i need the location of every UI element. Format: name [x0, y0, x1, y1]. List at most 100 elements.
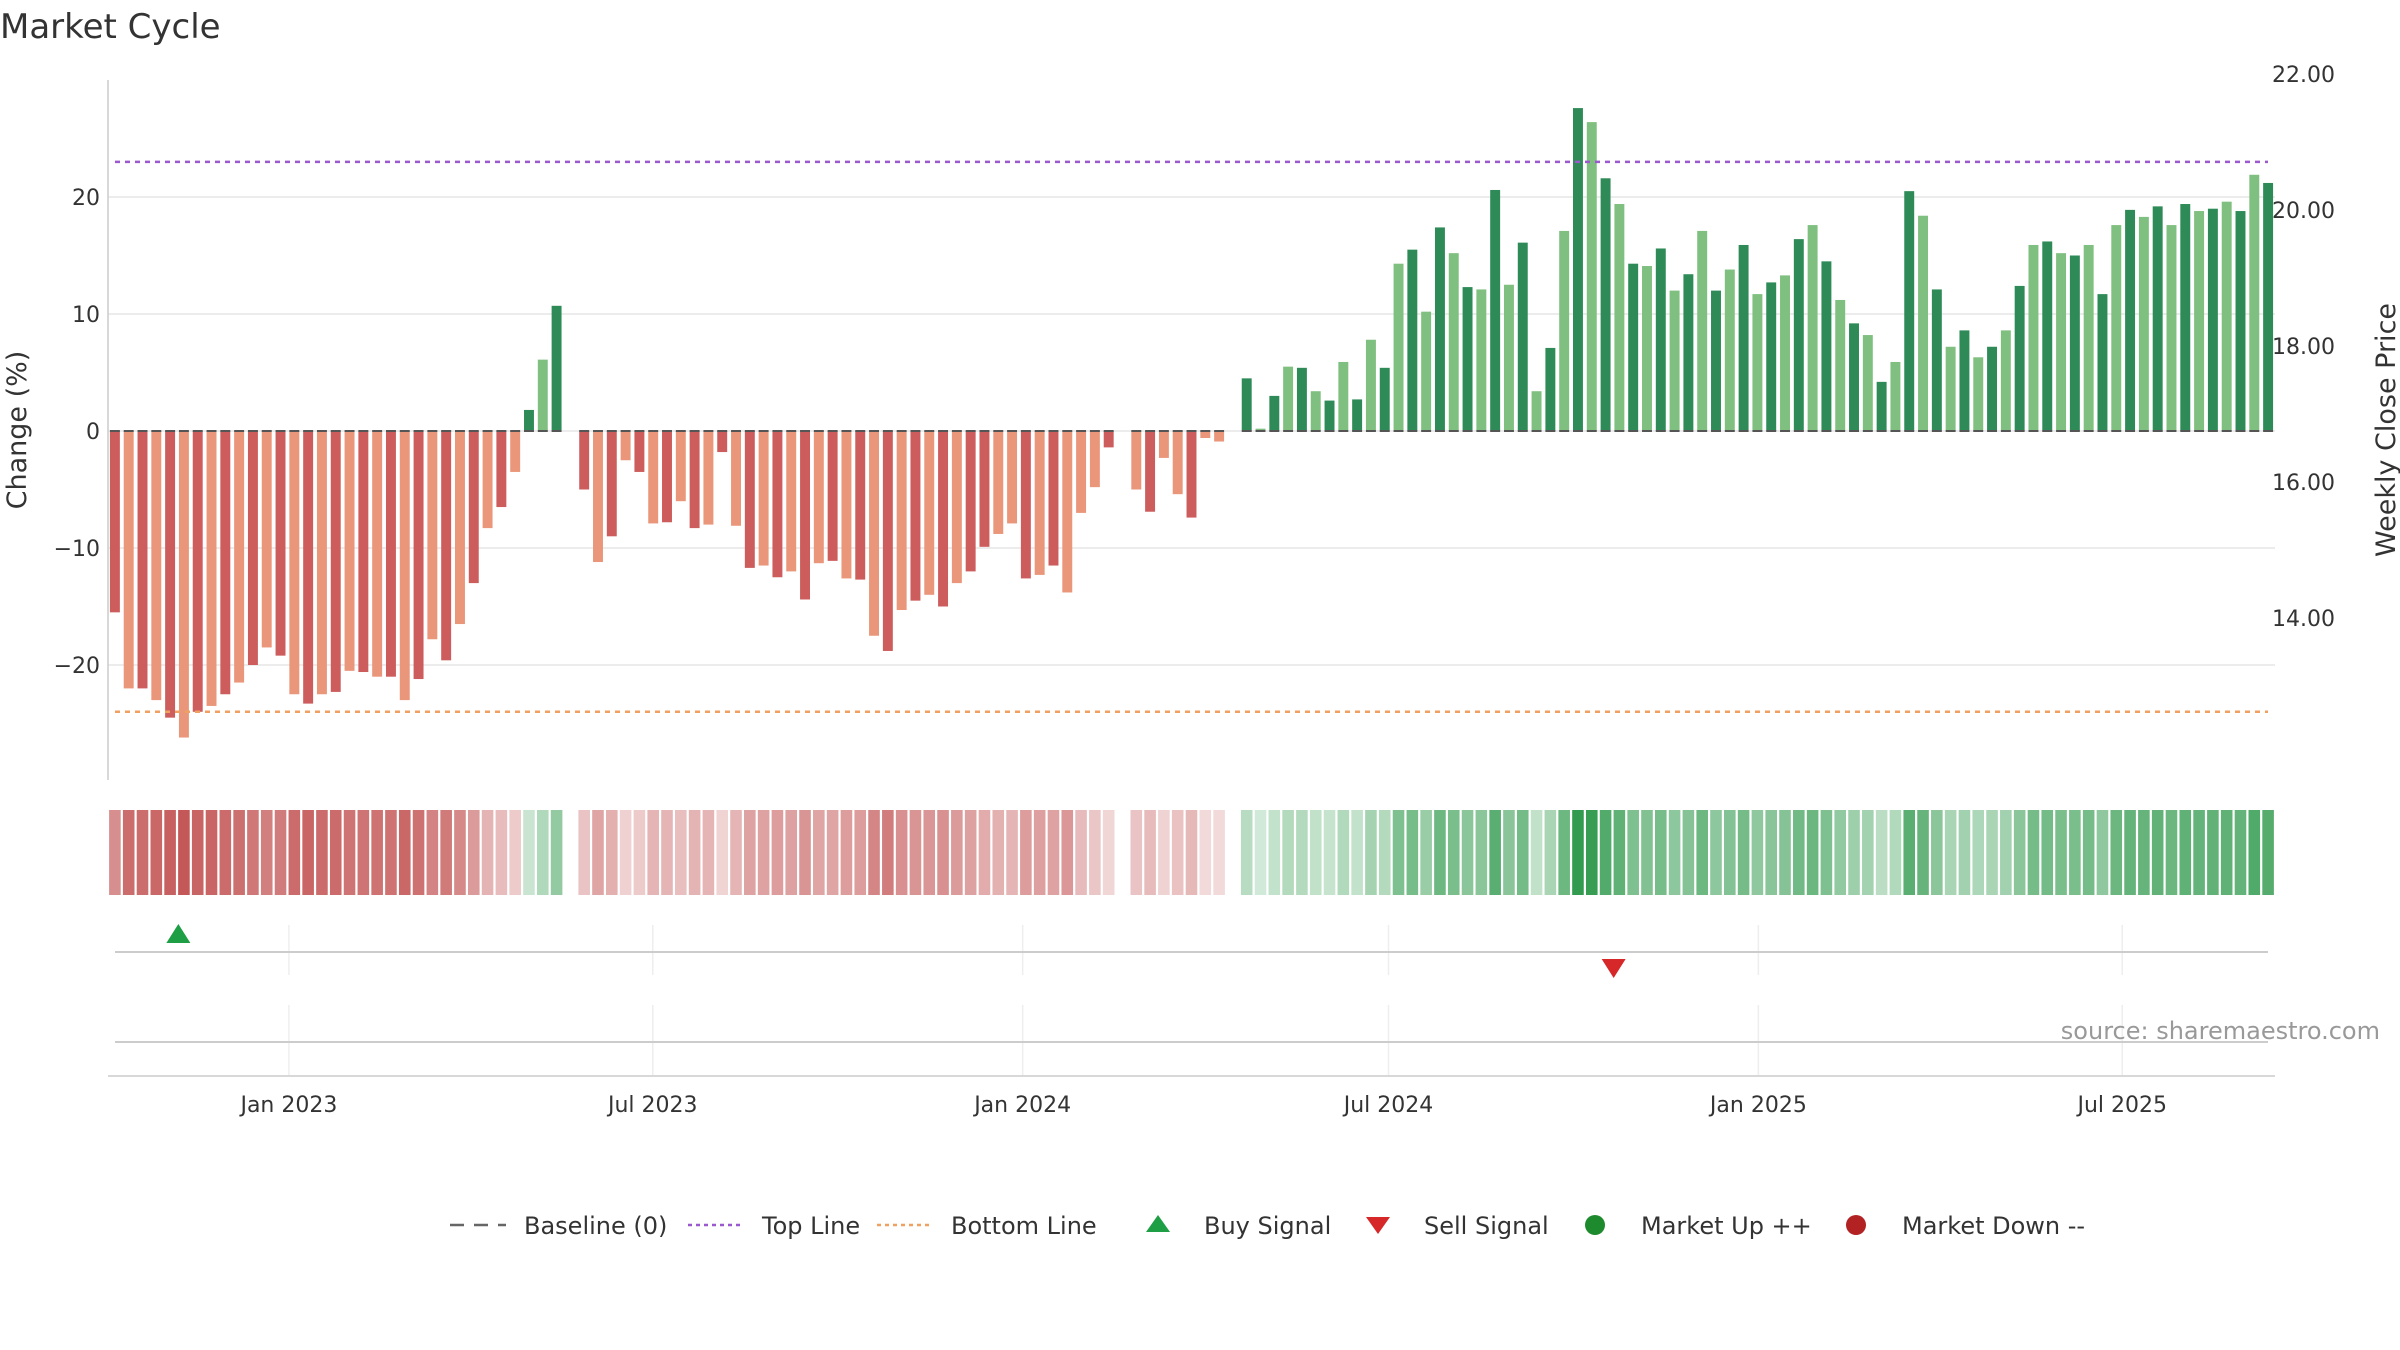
change-bar [827, 431, 838, 561]
change-bar [1573, 108, 1583, 431]
change-bar [316, 431, 327, 695]
change-bar [178, 431, 189, 738]
heat-cell [109, 810, 121, 895]
change-bar [731, 431, 741, 526]
heat-cell [1668, 810, 1681, 895]
change-bar [1490, 189, 1501, 431]
heat-cell [1848, 810, 1860, 895]
heat-cell [1806, 810, 1819, 895]
x-tick-label: Jul 2024 [1342, 1093, 1434, 1118]
heat-cell [757, 810, 770, 895]
heat-cell [302, 810, 314, 895]
change-bar [455, 431, 465, 625]
heat-cell [164, 810, 176, 895]
heat-cell [1862, 810, 1874, 895]
heat-cell [1158, 810, 1170, 895]
legend-swatch [1846, 1215, 1866, 1235]
heat-cell [882, 810, 894, 895]
change-bar [1559, 230, 1570, 431]
change-bar [758, 431, 769, 566]
signal-markers [166, 924, 1626, 978]
heat-cell [2027, 810, 2040, 895]
heat-cell [426, 810, 439, 895]
change-bar [648, 431, 659, 524]
heat-cell [2000, 810, 2012, 895]
change-bar [1324, 400, 1335, 431]
change-bar [344, 431, 355, 671]
heat-cell [633, 810, 646, 895]
heat-cell [1351, 810, 1363, 895]
change-bar [1724, 269, 1735, 431]
heat-cell [136, 810, 149, 895]
x-tick-label: Jul 2023 [606, 1093, 698, 1118]
heat-cell [1516, 810, 1529, 895]
change-bar [689, 431, 700, 529]
legend-label: Buy Signal [1204, 1212, 1331, 1240]
heat-cell [1130, 810, 1143, 895]
change-bar [1434, 227, 1445, 431]
change-bar [2111, 225, 2122, 431]
heat-cell [688, 810, 701, 895]
heat-cell [495, 810, 508, 895]
heat-cell [219, 810, 232, 895]
heat-cell [923, 810, 936, 895]
heat-cell [1365, 810, 1377, 895]
heat-cell [288, 810, 301, 895]
heat-cell [1061, 810, 1074, 895]
heat-cell [2055, 810, 2067, 895]
heat-cell [2207, 810, 2219, 895]
heat-cell [1102, 810, 1115, 895]
heat-cell [716, 810, 729, 895]
change-bar [192, 431, 203, 712]
change-bar [675, 431, 686, 502]
right-y-tick-label: 16.00 [2250, 471, 2335, 496]
change-bar [744, 431, 755, 568]
y-axis-title-left: Change (%) [2, 351, 33, 510]
change-bar [620, 431, 631, 461]
heat-cell [1958, 810, 1971, 895]
change-bar [1421, 311, 1432, 431]
heat-cell [1185, 810, 1198, 895]
change-bar [813, 431, 824, 564]
change-bar [372, 431, 383, 677]
change-bar [634, 431, 645, 472]
y-tick-label: 0 [86, 420, 100, 445]
heat-cell [592, 810, 604, 895]
y-tick-label: −20 [54, 654, 100, 679]
change-bar [882, 431, 893, 651]
heat-cell [1544, 810, 1557, 895]
heat-cell [2220, 810, 2233, 895]
change-bar [2152, 206, 2163, 431]
change-bar [482, 431, 493, 529]
heat-cell [1944, 810, 1957, 895]
change-bar [1683, 274, 1694, 431]
heat-cell [550, 810, 563, 895]
heat-cell [523, 810, 535, 895]
change-bar [1904, 191, 1915, 431]
heat-cell [1282, 810, 1294, 895]
heat-cell [1434, 810, 1446, 895]
heat-cell [467, 810, 480, 895]
heat-cell [619, 810, 632, 895]
heat-cell [1585, 810, 1598, 895]
change-bar [1269, 395, 1280, 431]
change-bar [2014, 285, 2025, 431]
change-bar [234, 431, 245, 683]
legend-label: Bottom Line [951, 1212, 1097, 1240]
change-bar [2056, 253, 2067, 431]
change-bar [1517, 242, 1528, 431]
heat-cell [2234, 810, 2247, 895]
heat-cell [454, 810, 466, 895]
legend-label: Market Up ++ [1641, 1212, 1812, 1240]
heat-cell [440, 810, 452, 895]
change-bar [2263, 182, 2274, 431]
heat-cell [1503, 810, 1515, 895]
legend-item: Buy Signal [1146, 1212, 1331, 1240]
change-bar [1807, 225, 1818, 431]
chart-title: Market Cycle [0, 7, 221, 47]
change-bar [1876, 381, 1887, 431]
change-bar [1407, 249, 1418, 431]
heat-cell [661, 810, 673, 895]
change-bar [1007, 431, 1018, 524]
heat-cell [1406, 810, 1419, 895]
